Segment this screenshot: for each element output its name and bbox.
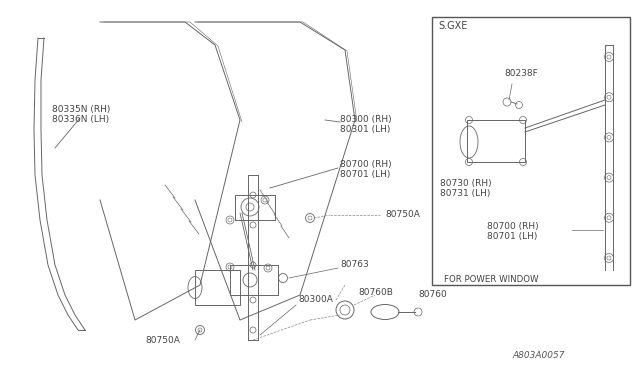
Text: 80238F: 80238F [504,69,538,78]
Text: S.GXE: S.GXE [438,21,467,31]
Text: 80300 (RH)
80301 (LH): 80300 (RH) 80301 (LH) [340,115,392,134]
Text: 80760: 80760 [418,290,447,299]
Text: 80300A: 80300A [298,295,333,304]
Text: 80763: 80763 [340,260,369,269]
Text: 80700 (RH)
80701 (LH): 80700 (RH) 80701 (LH) [487,222,539,241]
Text: 80750A: 80750A [145,336,180,345]
Text: A803A0057: A803A0057 [513,351,565,360]
Bar [195,270,240,305]
Text: 80335N (RH)
80336N (LH): 80335N (RH) 80336N (LH) [52,105,110,124]
Text: 80730 (RH)
80731 (LH): 80730 (RH) 80731 (LH) [440,179,492,198]
Text: 80760B: 80760B [358,288,393,297]
Bar [432,17,630,285]
Bar [467,120,525,162]
Text: 80750A: 80750A [385,210,420,219]
Text: 80700 (RH)
80701 (LH): 80700 (RH) 80701 (LH) [340,160,392,179]
Text: FOR POWER WINDOW: FOR POWER WINDOW [444,275,538,284]
